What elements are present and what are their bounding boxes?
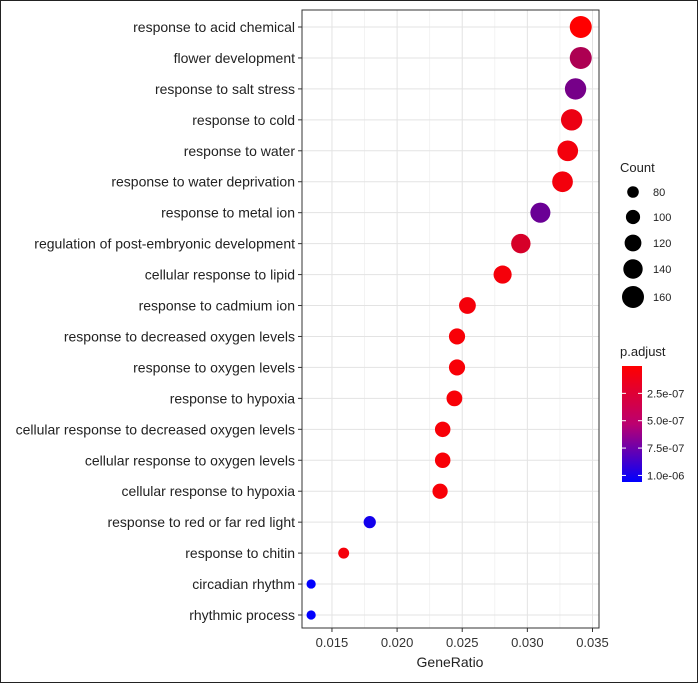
data-points: [306, 16, 592, 620]
x-tick-label: 0.030: [511, 635, 544, 650]
data-point: [459, 297, 476, 314]
y-tick-label: response to hypoxia: [170, 390, 296, 406]
data-point: [363, 516, 376, 529]
data-point: [569, 16, 592, 38]
data-point: [338, 547, 350, 559]
y-tick-label: cellular response to oxygen levels: [85, 452, 295, 468]
y-axis-ticks: [298, 26, 302, 616]
data-point: [569, 46, 592, 69]
x-tick-label: 0.020: [381, 635, 414, 650]
count-legend-dot: [622, 286, 644, 308]
y-tick-label: circadian rhythm: [192, 576, 295, 592]
data-point: [434, 421, 451, 438]
count-legend-label: 160: [653, 292, 671, 304]
data-point: [552, 171, 573, 193]
p-adjust-legend-label: 5.0e-07: [647, 416, 684, 428]
y-tick-label: response to salt stress: [155, 81, 295, 97]
x-axis-ticks: 0.015 0.020 0.025 0.030 0.035: [316, 628, 609, 650]
data-point: [446, 390, 463, 407]
count-legend-dot: [627, 186, 639, 198]
data-point: [448, 359, 466, 376]
y-tick-label: cellular response to hypoxia: [121, 483, 295, 499]
count-legend: Count 80 100 120 140 160: [620, 160, 671, 308]
y-tick-label: rhythmic process: [189, 607, 295, 623]
data-point: [564, 78, 587, 100]
plot-panel-border: [301, 9, 600, 629]
y-tick-label: response to water: [184, 143, 296, 159]
y-tick-label: response to cadmium ion: [139, 298, 295, 314]
p-adjust-legend-label: 7.5e-07: [647, 443, 684, 455]
data-point: [432, 483, 448, 499]
count-legend-title: Count: [620, 160, 655, 175]
y-tick-label: response to chitin: [185, 545, 295, 561]
count-legend-label: 120: [653, 238, 671, 250]
p-adjust-legend-label: 2.5e-07: [647, 388, 684, 400]
count-legend-label: 100: [653, 212, 671, 224]
y-tick-label: cellular response to decreased oxygen le…: [16, 421, 295, 437]
p-adjust-colorbar: [622, 366, 642, 482]
count-legend-dot: [624, 234, 642, 252]
data-point: [306, 610, 316, 620]
major-gridlines: [302, 10, 599, 628]
x-tick-label: 0.035: [576, 635, 609, 650]
count-legend-dot: [625, 209, 641, 225]
x-axis-title: GeneRatio: [417, 654, 484, 670]
data-point: [434, 452, 451, 469]
y-tick-label: flower development: [174, 50, 296, 66]
x-tick-label: 0.015: [316, 635, 349, 650]
data-point: [448, 328, 466, 345]
y-tick-label: cellular response to lipid: [145, 267, 295, 283]
y-tick-label: response to metal ion: [161, 205, 295, 221]
count-legend-label: 80: [653, 187, 665, 199]
count-legend-label: 140: [653, 264, 671, 276]
p-adjust-legend: p.adjust 2.5e-07 5.0e-07 7.5e-07 1.0e-06: [620, 344, 684, 482]
y-axis-term-labels: response to acid chemical flower developm…: [16, 19, 296, 623]
data-point: [560, 109, 583, 131]
data-point: [530, 202, 551, 223]
x-tick-label: 0.025: [446, 635, 479, 650]
y-tick-label: response to oxygen levels: [133, 359, 295, 375]
y-tick-label: response to cold: [192, 112, 295, 128]
data-point: [493, 265, 512, 284]
p-adjust-legend-title: p.adjust: [620, 344, 666, 359]
y-tick-label: response to water deprivation: [111, 174, 295, 190]
y-tick-label: response to decreased oxygen levels: [64, 328, 295, 344]
y-tick-label: regulation of post-embryonic development: [34, 236, 295, 252]
y-tick-label: response to acid chemical: [133, 19, 295, 35]
data-point: [557, 140, 579, 162]
data-point: [306, 579, 316, 589]
data-point: [511, 233, 531, 254]
p-adjust-legend-label: 1.0e-06: [647, 470, 684, 482]
count-legend-dot: [623, 259, 643, 279]
y-tick-label: response to red or far red light: [107, 514, 295, 530]
